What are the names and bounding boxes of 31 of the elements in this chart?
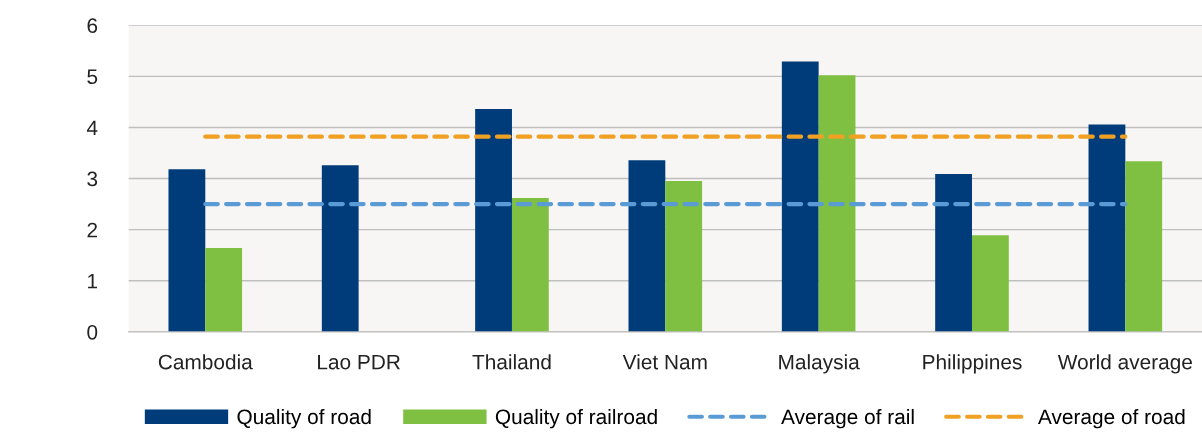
legend-label: Quality of railroad <box>495 408 657 429</box>
bar <box>628 160 666 332</box>
x-tick-label: Cambodia <box>158 354 253 370</box>
bar <box>935 173 972 332</box>
bar <box>205 248 243 332</box>
bar <box>665 181 703 332</box>
y-tick-label: 1 <box>88 274 98 289</box>
y-tick-label: 6 <box>87 18 98 33</box>
bar <box>475 109 512 332</box>
x-tick-label: World average <box>1057 354 1192 374</box>
bar <box>781 61 819 332</box>
y-tick-label: 3 <box>87 171 98 187</box>
y-tick-label: 4 <box>86 120 98 135</box>
y-tick-label: 5 <box>87 69 98 85</box>
legend-label: Average of rail <box>781 408 914 429</box>
bar <box>168 169 206 332</box>
x-tick-label: Lao PDR <box>318 354 400 370</box>
bar <box>1088 124 1126 332</box>
x-tick-label: Philippines <box>923 354 1022 374</box>
bar <box>1125 161 1163 332</box>
y-tick-label: 0 <box>87 324 98 340</box>
bar <box>511 197 549 332</box>
legend-label: Average of road <box>1037 408 1185 429</box>
x-tick-label: Viet Nam <box>622 354 707 370</box>
x-tick-label: Thailand <box>472 354 551 370</box>
bar <box>321 165 359 332</box>
bar <box>971 235 1009 332</box>
legend-label: Quality of road <box>237 408 371 429</box>
y-tick-label: 2 <box>87 222 98 238</box>
x-tick-label: Malaysia <box>779 354 860 374</box>
bar <box>818 75 856 332</box>
